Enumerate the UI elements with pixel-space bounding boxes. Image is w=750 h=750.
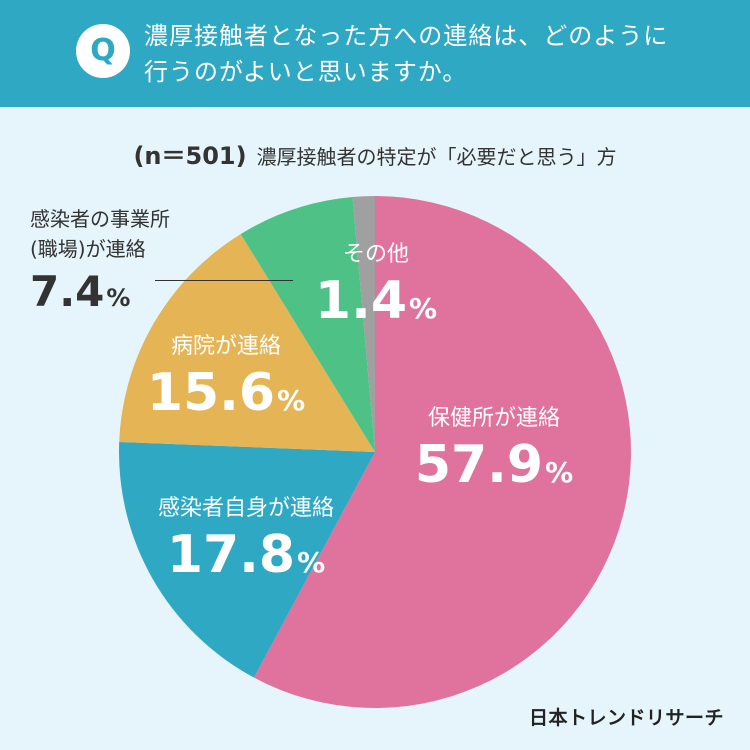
- leader-line: [155, 280, 293, 281]
- slice-value-jigyosho: 7.4%: [30, 267, 131, 316]
- pie-slice-hokenjo: [253, 196, 631, 709]
- chart-subtitle: (n＝501) 濃厚接触者の特定が「必要だと思う」方: [0, 136, 750, 171]
- pie-slice-sonota: [352, 196, 375, 452]
- slice-label-kansensha: 感染者自身が連絡 17.8%: [126, 494, 366, 594]
- header-banner: Q 濃厚接触者となった方への連絡は、どのように 行うのがよいと思いますか。: [0, 0, 750, 107]
- slice-value-hokenjo: 57.9%: [414, 435, 574, 495]
- slice-name-jigyosho-1: 感染者の事業所: [30, 207, 170, 231]
- question-badge: Q: [76, 24, 130, 78]
- sample-size: (n＝501): [133, 142, 247, 170]
- pie-slice-byoin: [119, 234, 375, 452]
- question-line-2: 行うのがよいと思いますか。: [144, 58, 468, 86]
- slice-value-kansensha: 17.8%: [166, 525, 326, 585]
- slice-label-byoin: 病院が連絡 15.6%: [126, 332, 326, 432]
- slice-label-jigyosho: 感染者の事業所 (職場)が連絡 7.4%: [30, 204, 170, 326]
- question-text: 濃厚接触者となった方への連絡は、どのように 行うのがよいと思いますか。: [144, 18, 724, 90]
- pie-slice-jigyosho: [240, 196, 375, 452]
- brand-logo-text: 日本トレンドリサーチ: [528, 707, 724, 729]
- slice-name-jigyosho-2: (職場)が連絡: [30, 237, 146, 261]
- slice-label-hokenjo: 保健所が連絡 57.9%: [394, 404, 594, 504]
- slice-value-sonota: 1.4%: [314, 271, 438, 331]
- slice-name-byoin: 病院が連絡: [170, 334, 281, 359]
- slice-value-byoin: 15.6%: [146, 363, 306, 423]
- slice-name-sonota: その他: [342, 242, 409, 267]
- slice-label-sonota: その他 1.4%: [306, 240, 446, 340]
- pie-slice-kansensha: [119, 441, 375, 678]
- slice-name-hokenjo: 保健所が連絡: [427, 406, 560, 431]
- sample-condition: 濃厚接触者の特定が「必要だと思う」方: [256, 145, 617, 169]
- question-line-1: 濃厚接触者となった方への連絡は、どのように: [144, 22, 669, 50]
- slice-name-kansensha: 感染者自身が連絡: [157, 496, 334, 521]
